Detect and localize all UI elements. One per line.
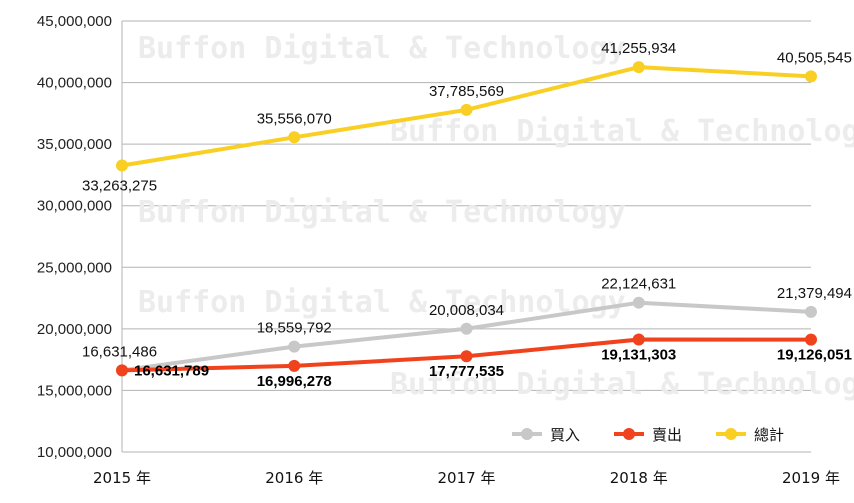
data-label: 41,255,934: [601, 40, 676, 57]
data-label: 40,505,545: [777, 49, 852, 66]
data-point: [632, 333, 645, 346]
y-tick-label: 15,000,000: [37, 382, 112, 399]
data-label: 21,379,494: [777, 285, 852, 302]
x-tick-label: 2017 年: [438, 469, 496, 487]
y-tick-label: 35,000,000: [37, 136, 112, 153]
legend: 買入 賣出 總計: [512, 426, 784, 444]
data-point: [288, 359, 301, 372]
y-tick-label: 40,000,000: [37, 75, 112, 92]
data-label: 22,124,631: [601, 276, 676, 293]
watermark-text: Buffon Digital & Technology: [138, 285, 626, 320]
data-label: 19,131,303: [601, 347, 676, 364]
data-labels: 16,631,486 18,559,792 20,008,034 22,124,631…: [82, 40, 852, 390]
data-point: [116, 159, 128, 172]
legend-swatch-marker: [725, 428, 737, 440]
data-label: 20,008,034: [429, 302, 504, 319]
data-point: [632, 61, 645, 74]
watermark-text: Buffon Digital & Technology: [138, 195, 626, 230]
legend-swatch-marker: [521, 428, 533, 440]
y-tick-labels: 10,000,000 15,000,000 20,000,000 25,000,000…: [37, 13, 112, 461]
legend-label: 總計: [754, 426, 784, 444]
legend-item: 買入: [512, 426, 580, 444]
y-tick-label: 20,000,000: [37, 321, 112, 338]
watermark-text: Buffon Digital & Technology: [390, 114, 854, 149]
y-tick-label: 45,000,000: [37, 13, 112, 30]
data-label: 18,559,792: [257, 320, 332, 337]
legend-swatch-marker: [623, 428, 635, 440]
data-point: [805, 70, 817, 83]
data-label: 16,996,278: [257, 373, 332, 390]
series-2: [116, 333, 817, 377]
x-tick-label: 2015 年: [93, 469, 151, 487]
y-tick-label: 25,000,000: [37, 259, 112, 276]
data-label: 19,126,051: [777, 347, 852, 364]
x-tick-label: 2018 年: [610, 469, 668, 487]
legend-label: 賣出: [652, 426, 682, 444]
data-point: [460, 350, 473, 363]
x-tick-labels: 2015 年 2016 年 2017 年 2018 年 2019 年: [93, 469, 840, 487]
x-tick-label: 2016 年: [265, 469, 323, 487]
data-label: 16,631,486: [82, 343, 157, 360]
data-label: 17,777,535: [429, 363, 504, 380]
y-tick-label: 30,000,000: [37, 198, 112, 215]
data-point: [116, 364, 128, 377]
legend-item: 賣出: [614, 426, 682, 444]
data-label: 16,631,789: [134, 362, 209, 379]
data-point: [288, 131, 301, 144]
axes: [121, 21, 811, 453]
legend-label: 買入: [550, 426, 580, 444]
legend-item: 總計: [716, 426, 784, 444]
watermark-text: Buffon Digital & Technology: [390, 367, 854, 402]
watermark-text: Buffon Digital & Technology: [138, 31, 626, 66]
data-point: [288, 340, 301, 353]
series-3: [116, 61, 817, 172]
data-label: 33,263,275: [82, 178, 157, 195]
data-label: 35,556,070: [257, 110, 332, 127]
series-lines: [116, 61, 817, 377]
data-point: [460, 103, 473, 116]
data-point: [805, 305, 817, 318]
y-tick-label: 10,000,000: [37, 444, 112, 461]
data-point: [460, 322, 473, 335]
watermarks: Buffon Digital & Technology Buffon Digita…: [138, 31, 854, 402]
data-point: [805, 333, 817, 346]
data-label: 37,785,569: [429, 83, 504, 100]
data-point: [632, 296, 645, 309]
x-tick-label: 2019 年: [782, 469, 840, 487]
